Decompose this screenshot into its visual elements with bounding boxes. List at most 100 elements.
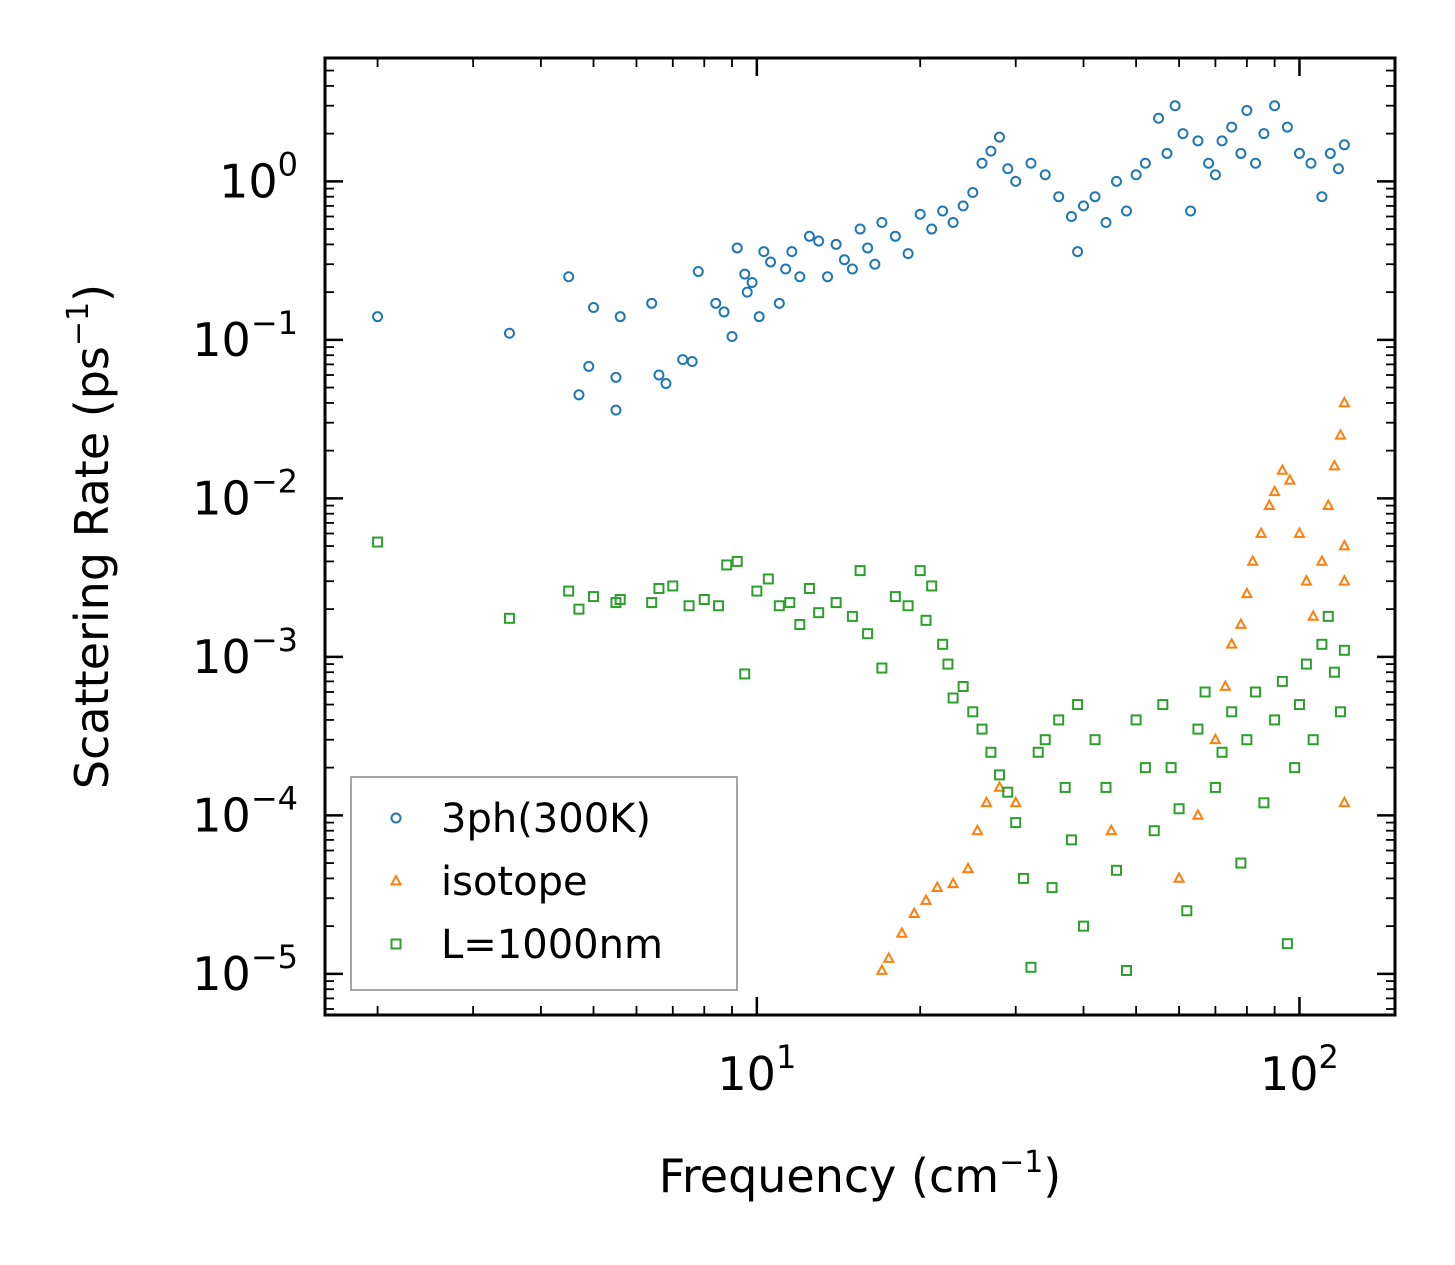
y-tick-label-base: 10 [192,630,251,684]
data-point [813,235,825,247]
data-point [503,612,515,624]
data-point [773,600,785,612]
data-point [1268,484,1281,497]
data-point [718,306,730,318]
data-point [1315,554,1329,566]
data-point [967,187,979,199]
y-tick-label-exp: 0 [278,145,298,183]
data-point [957,200,969,212]
data-point [1039,169,1051,181]
legend-label: isotope [441,859,588,905]
data-point [876,216,888,228]
y-tick-label: 100 [219,145,298,208]
data-point [610,371,622,383]
y-tick-label-base: 10 [192,313,251,367]
data-point [985,746,997,758]
y-tick-label-exp: −4 [251,779,298,817]
y-tick-label-base: 10 [192,788,251,842]
data-point [786,246,798,258]
legend-label: L=1000nm [441,922,663,968]
data-point [1065,211,1077,223]
data-point [908,906,921,918]
data-point [1032,746,1044,758]
data-point [762,573,774,585]
data-point [698,594,710,606]
data-point [1316,191,1328,203]
plot-frame [323,56,1397,1017]
data-point [1002,163,1014,175]
data-point [588,591,600,603]
data-point [1328,666,1340,678]
data-point [862,628,874,640]
x-tick-label-exp: 1 [776,1038,796,1076]
data-point [937,205,949,217]
data-point [1216,746,1228,758]
y-tick-label-exp: −5 [251,938,298,976]
data-point [1250,157,1262,169]
data-point [1226,706,1238,718]
data-point [1250,686,1262,698]
data-point [1334,428,1347,440]
data-point [765,256,777,268]
data-point [614,594,626,606]
data-point [1338,574,1351,586]
data-point [1120,205,1132,217]
data-point [588,301,600,313]
data-point [1334,706,1346,718]
y-tick-label: 10−4 [192,779,298,842]
data-point [1281,938,1293,950]
data-point [758,246,770,258]
data-point [822,271,834,283]
series-2 [875,395,1351,975]
data-point [1153,112,1165,124]
data-point [869,258,881,270]
data-point [803,582,815,594]
data-point [1185,205,1197,217]
x-axis-title-tail: ) [1043,1149,1061,1203]
data-point [1281,121,1293,133]
data-point [794,618,806,630]
data-point [1065,834,1077,846]
data-point [1072,246,1084,258]
y-tick-label-base: 10 [192,471,251,525]
data-point [563,585,575,597]
data-point [947,216,959,228]
data-point [710,297,722,309]
data-point [1322,610,1334,622]
data-point [1209,169,1221,181]
data-point [1039,734,1051,746]
data-point [1017,872,1029,884]
data-point [931,880,944,892]
data-point [751,585,763,597]
data-layer [372,100,1351,976]
data-point [1241,104,1253,116]
legend-marker [390,938,402,950]
data-point [653,582,665,594]
data-point [692,265,704,277]
data-point [926,223,938,235]
data-point [889,591,901,603]
data-point [1089,191,1101,203]
data-point [1246,554,1259,566]
data-point [753,311,765,323]
data-point [653,369,665,381]
data-point [967,706,979,718]
y-tick-label-exp: −1 [251,304,298,342]
data-point [1305,157,1317,169]
data-point [1209,732,1222,745]
legend: 3ph(300K) isotope L=1000nm [350,776,738,991]
data-point [746,277,758,289]
data-point [1241,734,1253,746]
legend-marker [389,873,403,886]
data-point [1120,964,1132,976]
data-point [614,311,626,323]
data-point [1105,823,1118,836]
x-tick-label: 101 [717,1038,796,1101]
data-point [1173,803,1185,815]
data-point [993,780,1006,792]
data-point [1276,463,1289,475]
data-point [926,580,938,592]
data-point [1053,714,1065,726]
data-point [1240,586,1254,599]
